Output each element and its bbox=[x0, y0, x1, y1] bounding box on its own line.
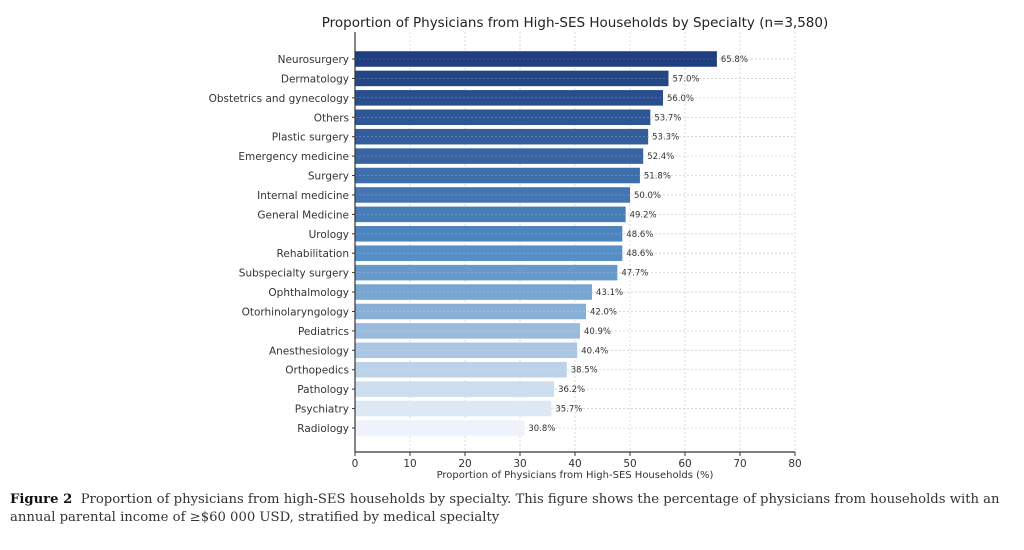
data-label: 53.3% bbox=[652, 133, 679, 143]
y-tick-label: Emergency medicine bbox=[238, 151, 349, 163]
y-tick-label: Otorhinolaryngology bbox=[242, 306, 349, 318]
data-label: 65.8% bbox=[721, 55, 748, 65]
bar bbox=[355, 90, 663, 106]
data-label: 47.7% bbox=[621, 269, 648, 279]
x-tick-label: 20 bbox=[458, 458, 471, 470]
data-label: 56.0% bbox=[667, 94, 694, 104]
data-label: 51.8% bbox=[644, 172, 671, 182]
y-tick-label: Anesthesiology bbox=[269, 345, 349, 357]
y-tick-label: Neurosurgery bbox=[278, 54, 349, 66]
data-label: 35.7% bbox=[555, 405, 582, 415]
bar bbox=[355, 167, 640, 184]
y-tick-label: Pathology bbox=[297, 384, 349, 396]
data-label: 50.0% bbox=[634, 191, 661, 201]
data-label: 49.2% bbox=[630, 210, 657, 220]
data-label: 48.6% bbox=[626, 249, 653, 259]
bar bbox=[355, 206, 626, 223]
y-tick-label: Subspecialty surgery bbox=[239, 268, 349, 280]
bar-chart: Proportion of Physicians from High-SES H… bbox=[209, 15, 829, 481]
y-tick-label: Pediatrics bbox=[298, 326, 349, 338]
y-tick-label: General Medicine bbox=[257, 209, 349, 221]
y-tick-label: Orthopedics bbox=[285, 365, 349, 377]
x-tick-label: 80 bbox=[788, 458, 801, 470]
data-label: 38.5% bbox=[571, 366, 598, 376]
x-axis-ticks: 0 10 20 30 40 50 60 70 80 bbox=[352, 452, 802, 470]
data-label: 40.9% bbox=[584, 327, 611, 337]
y-tick-label: Internal medicine bbox=[257, 190, 349, 202]
y-tick-label: Obstetrics and gynecology bbox=[209, 93, 349, 105]
bar bbox=[355, 264, 618, 281]
y-tick-label: Ophthalmology bbox=[268, 287, 349, 299]
y-tick-label: Radiology bbox=[297, 423, 349, 435]
bar bbox=[355, 284, 593, 300]
x-tick-label: 40 bbox=[568, 458, 581, 470]
y-tick-label: Others bbox=[314, 112, 349, 124]
y-tick-label: Plastic surgery bbox=[272, 132, 349, 144]
data-label: 57.0% bbox=[673, 74, 700, 84]
bar bbox=[355, 51, 717, 67]
bar bbox=[355, 70, 669, 87]
x-tick-label: 10 bbox=[403, 458, 416, 470]
y-tick-label: Rehabilitation bbox=[277, 248, 349, 260]
chart-title: Proportion of Physicians from High-SES H… bbox=[322, 15, 829, 31]
data-label: 48.6% bbox=[626, 230, 653, 240]
caption-text: Proportion of physicians from high-SES h… bbox=[10, 492, 1000, 525]
data-label: 36.2% bbox=[558, 385, 585, 395]
bar bbox=[355, 109, 651, 126]
bar bbox=[355, 303, 586, 320]
figure-caption: Figure 2 Proportion of physicians from h… bbox=[10, 491, 1020, 527]
y-tick-label: Urology bbox=[309, 229, 349, 241]
bar bbox=[355, 128, 649, 145]
y-axis-labels: Neurosurgery Dermatology Obstetrics and gy… bbox=[209, 54, 355, 435]
x-axis-label: Proportion of Physicians from High-SES H… bbox=[437, 470, 714, 481]
bars bbox=[355, 51, 717, 436]
data-label: 43.1% bbox=[596, 288, 623, 298]
data-label: 42.0% bbox=[590, 307, 617, 317]
data-labels: 65.8% 57.0% 56.0% 53.7% 53.3% 52.4% 51.8% 50.0%… bbox=[528, 55, 748, 434]
data-label: 30.8% bbox=[528, 424, 555, 434]
bar bbox=[355, 381, 555, 397]
bar bbox=[355, 245, 623, 261]
bar bbox=[355, 323, 580, 339]
data-label: 40.4% bbox=[581, 346, 608, 356]
x-tick-label: 50 bbox=[623, 458, 636, 470]
y-tick-label: Dermatology bbox=[281, 73, 349, 85]
x-tick-label: 30 bbox=[513, 458, 526, 470]
bar bbox=[355, 420, 525, 436]
data-label: 53.7% bbox=[654, 113, 681, 123]
x-tick-label: 60 bbox=[678, 458, 691, 470]
bar bbox=[355, 361, 567, 378]
y-tick-label: Psychiatry bbox=[295, 404, 349, 416]
bar bbox=[355, 342, 578, 359]
bar bbox=[355, 187, 630, 203]
data-label: 52.4% bbox=[647, 152, 674, 162]
x-tick-label: 70 bbox=[733, 458, 746, 470]
bar bbox=[355, 226, 623, 242]
caption-label: Figure 2 bbox=[10, 492, 73, 507]
bar bbox=[355, 148, 644, 164]
x-tick-label: 0 bbox=[352, 458, 359, 470]
bar bbox=[355, 400, 552, 417]
y-tick-label: Surgery bbox=[308, 171, 349, 183]
